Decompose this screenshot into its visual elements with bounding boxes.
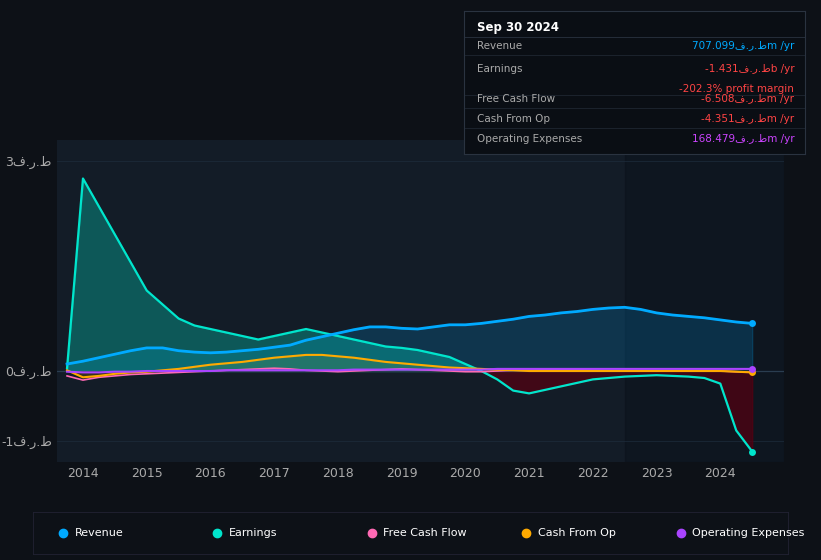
- Text: Free Cash Flow: Free Cash Flow: [383, 528, 467, 538]
- Text: Sep 30 2024: Sep 30 2024: [478, 21, 559, 34]
- Text: 168.479ف.ر.طm /yr: 168.479ف.ر.طm /yr: [692, 134, 795, 144]
- Text: Earnings: Earnings: [229, 528, 277, 538]
- Text: Revenue: Revenue: [75, 528, 123, 538]
- Text: -4.351ف.ر.طm /yr: -4.351ف.ر.طm /yr: [701, 114, 795, 124]
- Text: -1.431ف.ر.طb /yr: -1.431ف.ر.طb /yr: [704, 64, 795, 74]
- Text: Revenue: Revenue: [478, 41, 523, 51]
- Text: Free Cash Flow: Free Cash Flow: [478, 94, 556, 104]
- Text: Earnings: Earnings: [478, 64, 523, 74]
- Bar: [625, 140, 784, 462]
- Text: Operating Expenses: Operating Expenses: [692, 528, 805, 538]
- Text: Cash From Op: Cash From Op: [538, 528, 616, 538]
- Text: -202.3% profit margin: -202.3% profit margin: [680, 84, 795, 94]
- Text: -6.508ف.ر.طm /yr: -6.508ف.ر.طm /yr: [701, 94, 795, 104]
- Text: Cash From Op: Cash From Op: [478, 114, 551, 124]
- Text: Operating Expenses: Operating Expenses: [478, 134, 583, 144]
- Text: 707.099ف.ر.طm /yr: 707.099ف.ر.طm /yr: [692, 41, 795, 51]
